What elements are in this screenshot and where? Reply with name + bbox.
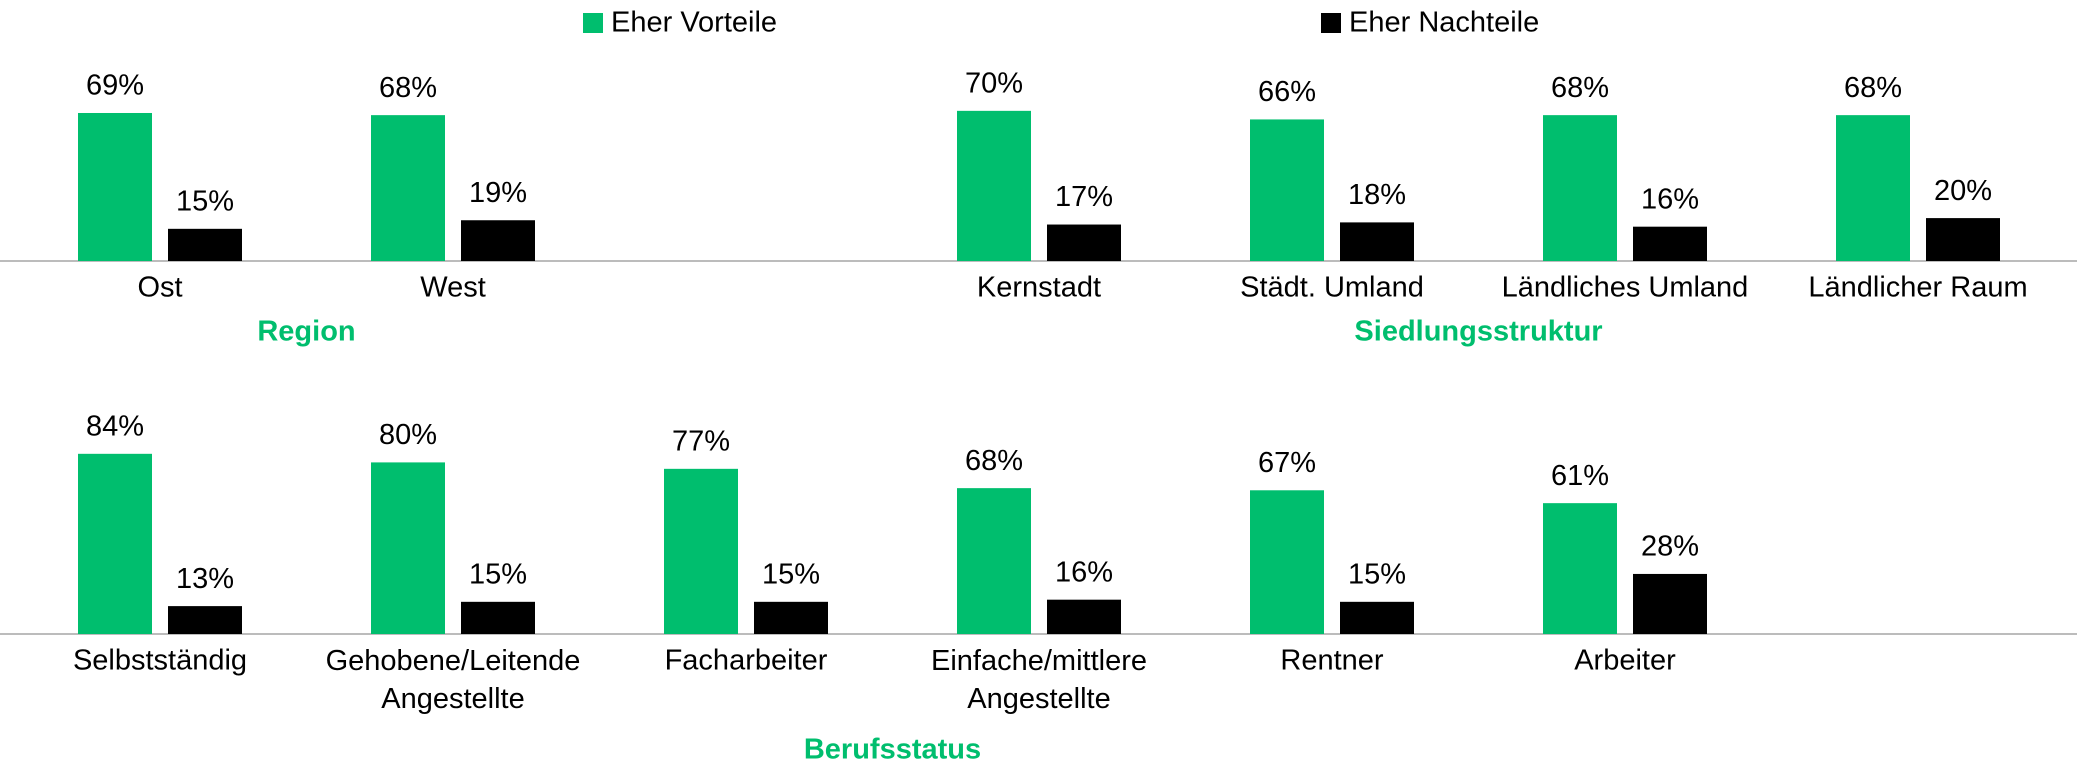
bar [1633, 226, 1707, 261]
value-label: 13% [176, 563, 234, 595]
bar [1836, 115, 1910, 261]
bar [78, 453, 152, 634]
value-label: 80% [379, 419, 437, 451]
bar [1543, 503, 1617, 634]
value-label: 84% [86, 410, 144, 442]
bar [1926, 218, 2000, 261]
value-label: 68% [1844, 72, 1902, 104]
bar [461, 220, 535, 261]
value-label: 15% [176, 185, 234, 217]
value-label: 18% [1348, 179, 1406, 211]
bar [168, 228, 242, 261]
category-label: Ländliches Umland [1502, 272, 1749, 304]
value-label: 66% [1258, 76, 1316, 108]
bar [1633, 573, 1707, 634]
bar [1047, 599, 1121, 634]
bar [754, 601, 828, 634]
value-label: 16% [1055, 556, 1113, 588]
bar [168, 606, 242, 634]
category-label: Einfache/mittlere Angestellte [931, 645, 1147, 715]
value-label: 15% [469, 558, 527, 590]
category-label: Facharbeiter [665, 645, 828, 677]
value-label: 15% [1348, 558, 1406, 590]
category-label: West [420, 272, 486, 304]
value-label: 67% [1258, 447, 1316, 479]
value-label: 17% [1055, 181, 1113, 213]
category-label: Kernstadt [977, 272, 1101, 304]
value-label: 68% [1551, 72, 1609, 104]
legend-label: Eher Vorteile [611, 7, 777, 39]
bar [1047, 224, 1121, 261]
category-label: Gehobene/Leitende Angestellte [326, 645, 581, 715]
value-label: 68% [965, 445, 1023, 477]
group-title: Region [257, 316, 355, 348]
bar [371, 462, 445, 634]
category-label: Arbeiter [1574, 645, 1676, 677]
category-label: Selbstständig [73, 645, 247, 677]
bar [1340, 222, 1414, 261]
value-label: 68% [379, 72, 437, 104]
legend-label: Eher Nachteile [1349, 7, 1539, 39]
category-label: Ländlicher Raum [1808, 272, 2027, 304]
bar [1250, 490, 1324, 634]
legend-swatch [1321, 13, 1341, 33]
category-label: Städt. Umland [1240, 272, 1424, 304]
value-label: 61% [1551, 460, 1609, 492]
bar [1340, 601, 1414, 634]
bar [664, 468, 738, 634]
bar [957, 488, 1031, 634]
group-title: Berufsstatus [804, 734, 981, 766]
legend-swatch [583, 13, 603, 33]
value-label: 16% [1641, 183, 1699, 215]
bar [957, 110, 1031, 261]
bar [1543, 115, 1617, 261]
value-label: 19% [469, 177, 527, 209]
category-label: Rentner [1280, 645, 1384, 677]
value-label: 69% [86, 70, 144, 102]
value-label: 15% [762, 558, 820, 590]
value-label: 20% [1934, 175, 1992, 207]
bar [1250, 119, 1324, 262]
value-label: 77% [672, 425, 730, 457]
bar [371, 115, 445, 261]
group-title: Siedlungsstruktur [1354, 316, 1602, 348]
bar [78, 112, 152, 262]
bar [461, 601, 535, 634]
value-label: 70% [965, 68, 1023, 100]
value-label: 28% [1641, 531, 1699, 563]
category-label: Ost [137, 272, 182, 304]
